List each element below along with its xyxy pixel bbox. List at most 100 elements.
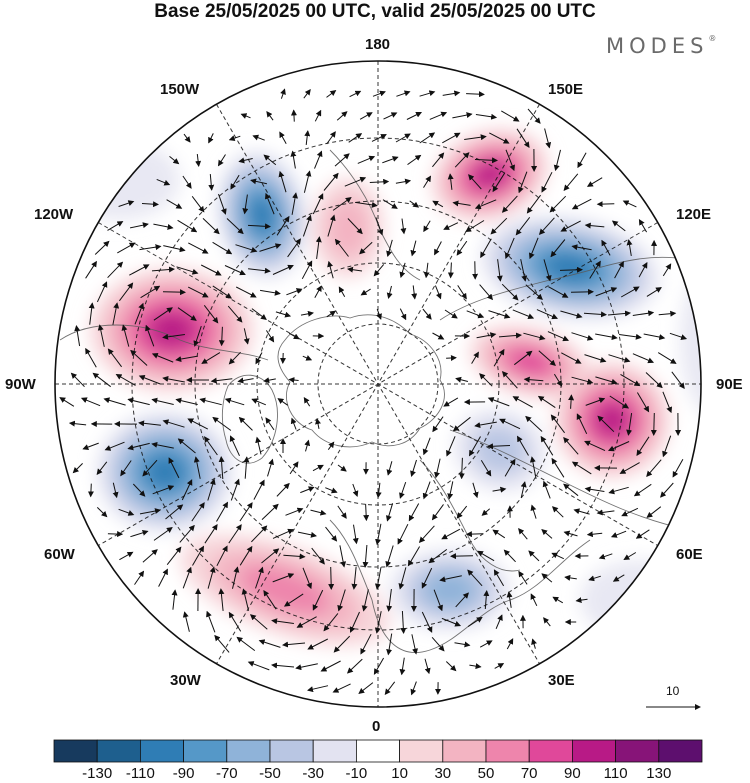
wind-arrow [224, 397, 245, 406]
wind-arrow [498, 332, 522, 339]
wind-arrow [650, 412, 657, 436]
wind-arrow [303, 396, 311, 407]
wind-arrow [369, 178, 390, 185]
wind-arrow [302, 214, 312, 237]
wind-arrow [432, 332, 445, 340]
colorbar-swatch [355, 739, 400, 763]
wind-arrow [243, 456, 250, 479]
wind-arrow [130, 349, 148, 366]
wind-arrow [96, 461, 108, 475]
wind-arrow [107, 221, 124, 231]
wind-arrow [201, 352, 221, 364]
wind-arrow [334, 153, 350, 167]
wind-arrow [336, 111, 348, 121]
wind-arrow [513, 350, 533, 366]
wind-arrow [360, 633, 372, 655]
wind-arrow [265, 330, 275, 343]
wind-arrow [304, 130, 311, 145]
wind-arrow [585, 397, 606, 406]
wind-arrow [285, 507, 304, 516]
wind-arrow [226, 218, 244, 235]
wind-arrow [429, 111, 448, 120]
wind-arrow [493, 348, 505, 367]
wind-arrow [118, 508, 135, 516]
wind-arrow [166, 546, 182, 566]
colorbar-tick-label: 10 [391, 765, 408, 782]
wind-arrow [466, 310, 485, 319]
wind-arrow [530, 504, 537, 519]
wind-arrow [304, 439, 311, 452]
wind-arrow [228, 351, 241, 365]
wind-arrow [419, 90, 436, 97]
colorbar-swatch [183, 739, 228, 763]
wind-arrow [347, 218, 363, 235]
wind-arrow [411, 285, 418, 300]
wind-arrow [238, 157, 253, 164]
wind-arrow [279, 131, 287, 144]
wind-arrow [152, 485, 175, 495]
wind-arrow [272, 573, 295, 583]
wind-arrow [386, 589, 393, 612]
wind-arrow [457, 285, 467, 300]
lon-label-90w: 90W [5, 376, 36, 393]
wind-arrow [477, 550, 495, 562]
wind-arrow [619, 333, 642, 340]
wind-arrow [290, 417, 297, 430]
anomaly-field [55, 61, 701, 707]
wind-arrow [153, 223, 174, 230]
wind-arrow [315, 418, 321, 429]
wind-arrow [271, 662, 295, 669]
reference-vector-label: 10 [666, 684, 680, 698]
wind-arrow [72, 463, 83, 474]
wind-arrow [286, 288, 303, 296]
wind-arrow [446, 355, 457, 361]
wind-arrow [662, 435, 672, 458]
wind-arrow [468, 436, 481, 457]
wind-arrow [276, 482, 290, 497]
wind-arrow [671, 371, 685, 389]
wind-arrow [434, 458, 441, 479]
brand-text: MODES [606, 34, 709, 58]
wind-arrow [400, 218, 407, 235]
wind-arrow [439, 575, 462, 583]
wind-arrow [610, 530, 627, 538]
wind-arrow [139, 508, 161, 515]
wind-arrow [179, 524, 195, 543]
wind-arrow [501, 110, 520, 122]
anomaly-blue-europe [390, 550, 510, 630]
wind-arrow [169, 156, 180, 165]
wind-arrow [636, 436, 650, 457]
colorbar-swatch [572, 739, 617, 763]
map-title: Base 25/05/2025 00 UTC, valid 25/05/2025… [154, 1, 596, 22]
graticule [55, 61, 701, 707]
wind-arrow [621, 507, 639, 517]
wind-arrow [351, 567, 358, 590]
colorbar-swatch [442, 739, 487, 763]
wind-arrow [472, 482, 479, 499]
lon-label-150w: 150W [160, 81, 200, 98]
wind-arrow [382, 156, 399, 164]
wind-arrow [466, 91, 485, 98]
wind-arrow [516, 435, 529, 456]
wind-arrow [119, 282, 134, 302]
wind-arrow [142, 549, 158, 563]
wind-arrow [241, 588, 250, 611]
wind-arrow [646, 506, 662, 518]
wind-arrow [468, 174, 482, 190]
wind-arrow [134, 570, 145, 585]
wind-arrow [138, 375, 161, 385]
wind-arrow [396, 90, 411, 97]
wind-arrow [406, 112, 422, 120]
wind-arrow [419, 132, 436, 144]
arctic-coast [277, 314, 445, 448]
wind-arrow [575, 597, 588, 604]
wind-arrow [251, 398, 266, 406]
wind-arrow [303, 89, 311, 99]
wind-arrow [423, 175, 432, 188]
colorbar-swatch [312, 739, 357, 763]
wind-arrow [432, 152, 445, 168]
wind-arrow [442, 90, 461, 97]
wind-arrow [96, 281, 108, 303]
wind-arrow [411, 634, 418, 655]
wind-arrow [199, 397, 222, 406]
